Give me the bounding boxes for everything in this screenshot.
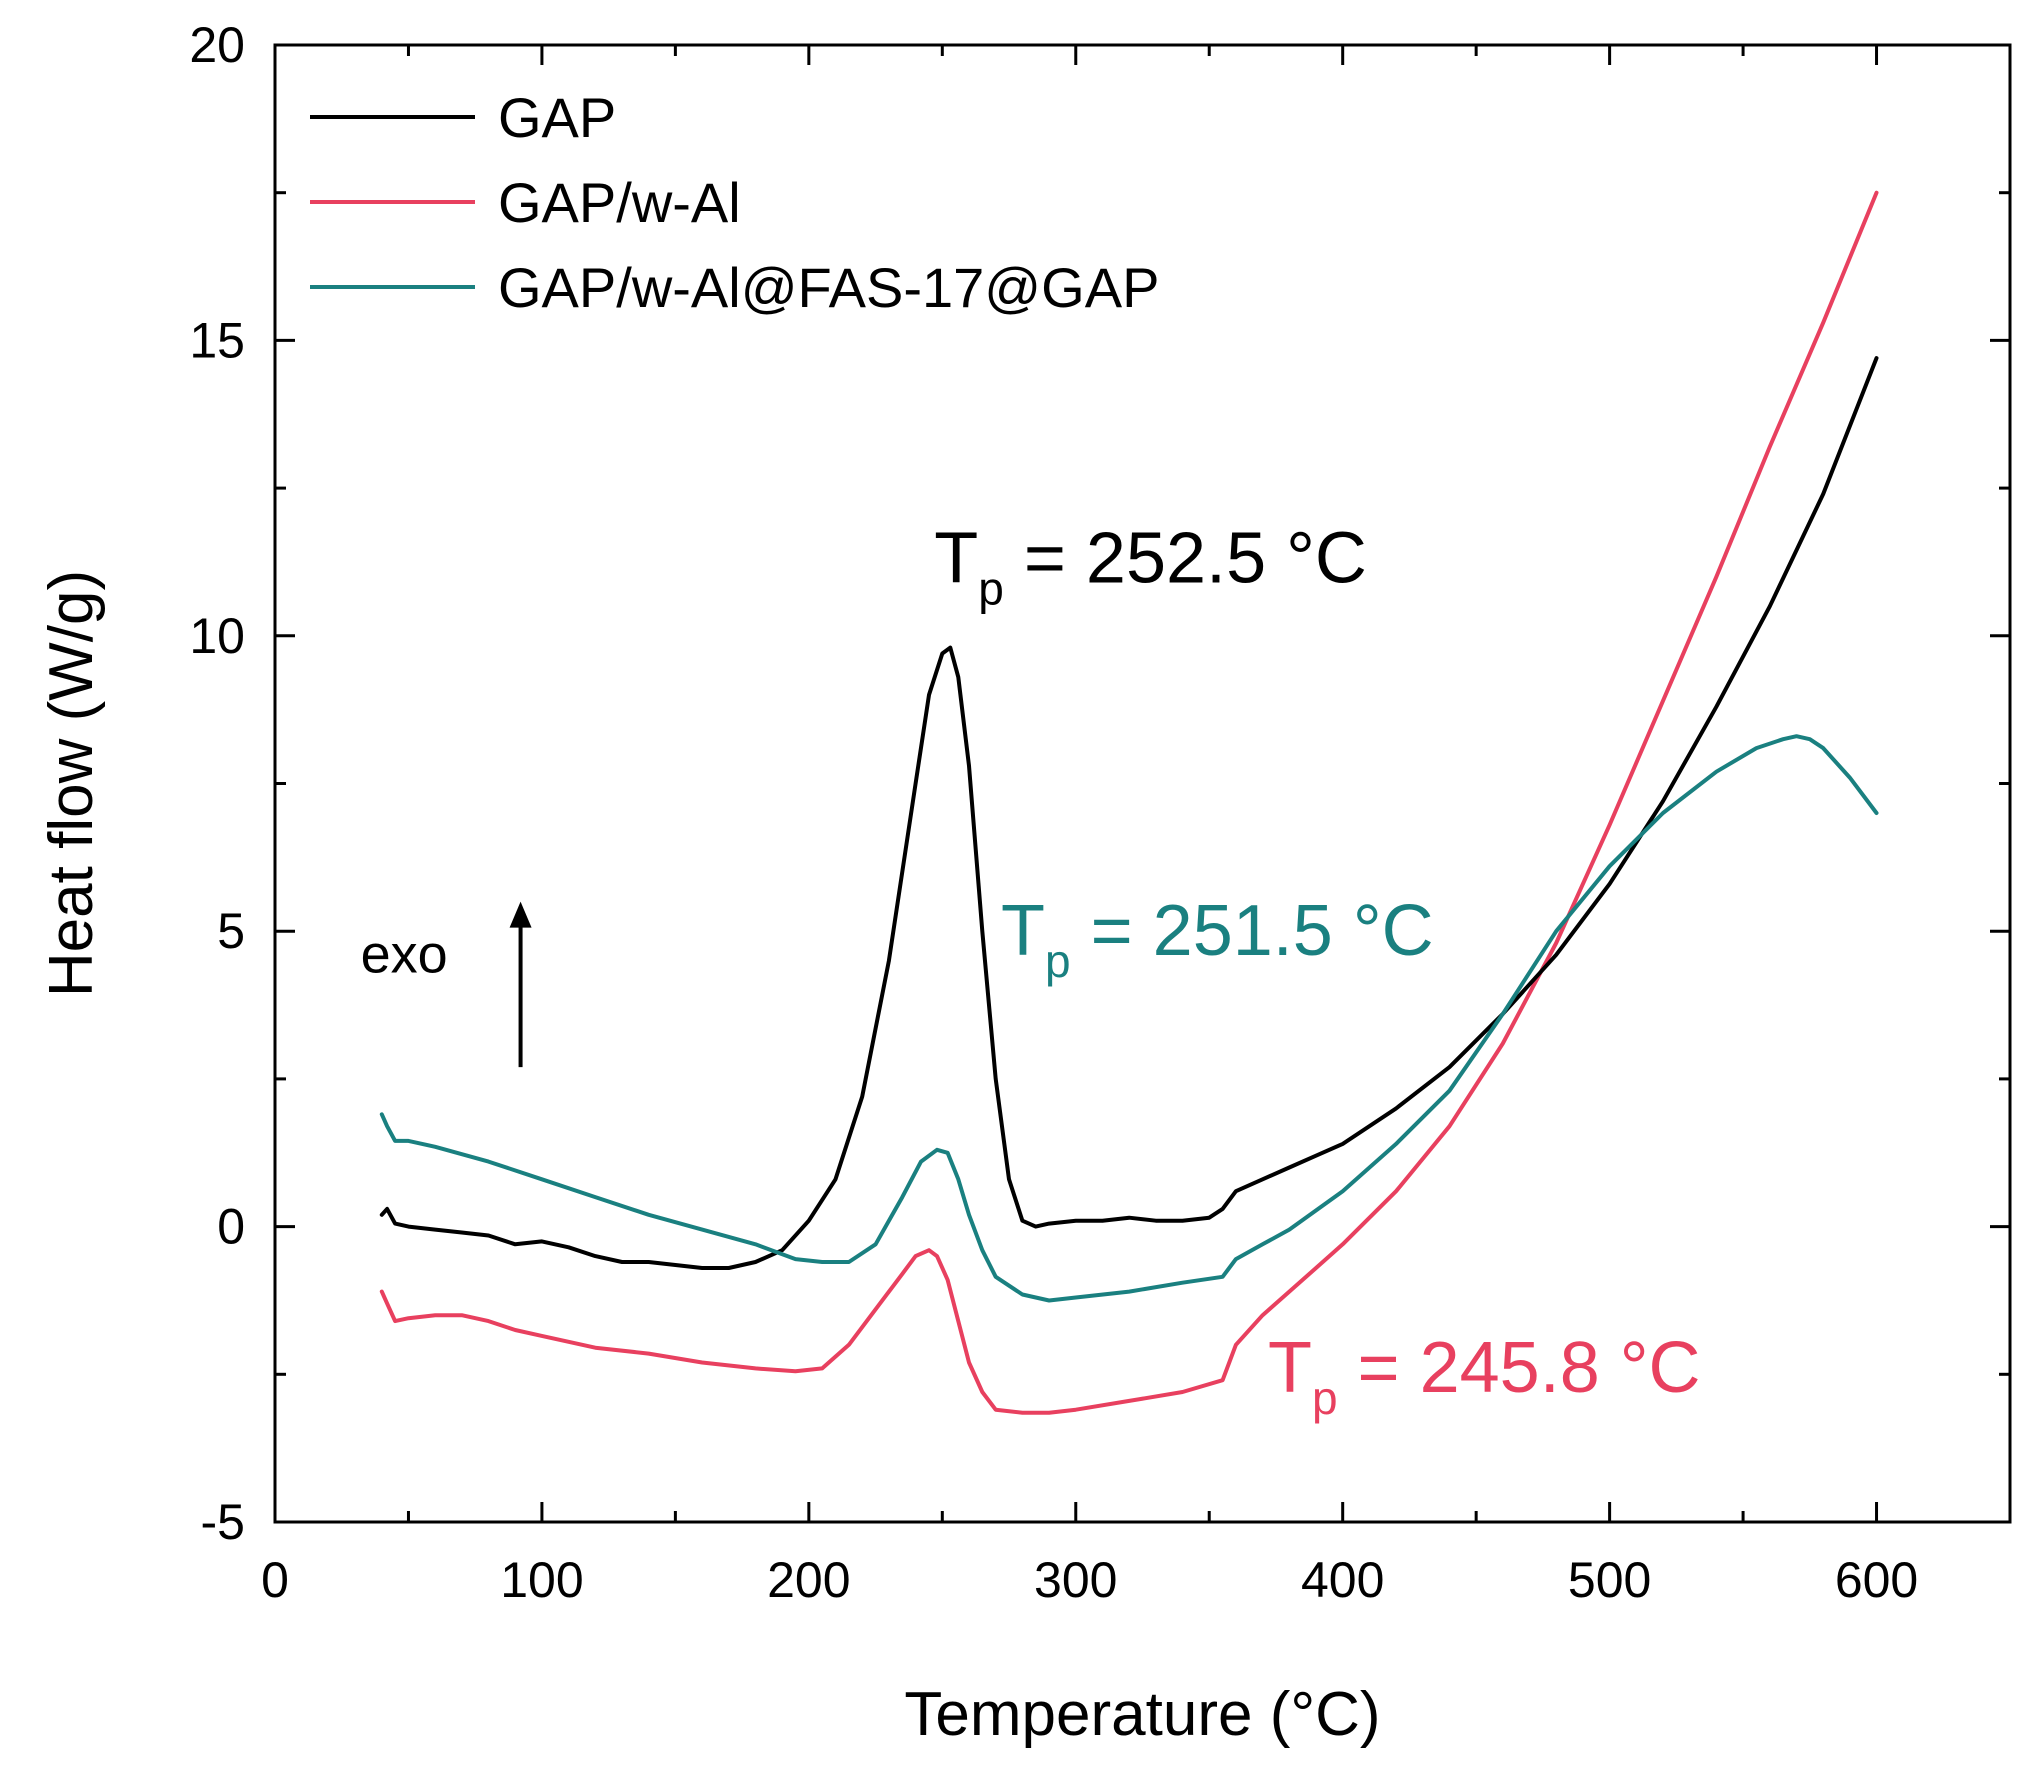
y-axis-title: Heat flow (W/g) (37, 570, 106, 997)
y-tick-label: 10 (189, 608, 245, 664)
legend-label: GAP (498, 86, 616, 149)
peak-temperature-annotation: Tp = 251.5 °C (1001, 891, 1434, 987)
series-line-gap (379, 356, 1879, 1270)
y-tick-label: 20 (189, 17, 245, 73)
y-tick-label: 5 (217, 903, 245, 959)
x-tick-label: 400 (1301, 1552, 1384, 1608)
legend-label: GAP/w-Al@FAS-17@GAP (498, 256, 1159, 319)
x-tick-label: 0 (261, 1552, 289, 1608)
peak-annotations: Tp = 252.5 °C Tp = 251.5 °C Tp = 245.8 °C (934, 519, 1700, 1424)
y-axis-ticks: -5 0 5 10 15 20 (189, 17, 2010, 1550)
legend: GAP GAP/w-Al GAP/w-Al@FAS-17@GAP (310, 86, 1159, 319)
y-tick-label: 0 (217, 1199, 245, 1255)
x-tick-label: 300 (1034, 1552, 1117, 1608)
exo-indicator: exo (361, 901, 532, 1068)
x-tick-label: 600 (1835, 1552, 1918, 1608)
y-tick-label: -5 (201, 1494, 245, 1550)
peak-temperature-annotation: Tp = 245.8 °C (1268, 1328, 1701, 1424)
x-tick-label: 500 (1568, 1552, 1651, 1608)
x-axis-title: Temperature (°C) (904, 1680, 1380, 1749)
exo-label: exo (361, 925, 448, 985)
series-line-gap-w-al-fas-17-gap (379, 734, 1879, 1303)
series-line-gap-w-al (379, 190, 1879, 1415)
x-tick-label: 200 (767, 1552, 850, 1608)
y-tick-label: 15 (189, 312, 245, 368)
series-lines (379, 190, 1879, 1415)
x-axis-ticks: 0 100 200 300 400 500 600 (261, 45, 1918, 1608)
x-tick-label: 100 (500, 1552, 583, 1608)
exo-arrowhead-icon (509, 901, 532, 928)
legend-label: GAP/w-Al (498, 171, 741, 234)
peak-temperature-annotation: Tp = 252.5 °C (934, 519, 1367, 615)
